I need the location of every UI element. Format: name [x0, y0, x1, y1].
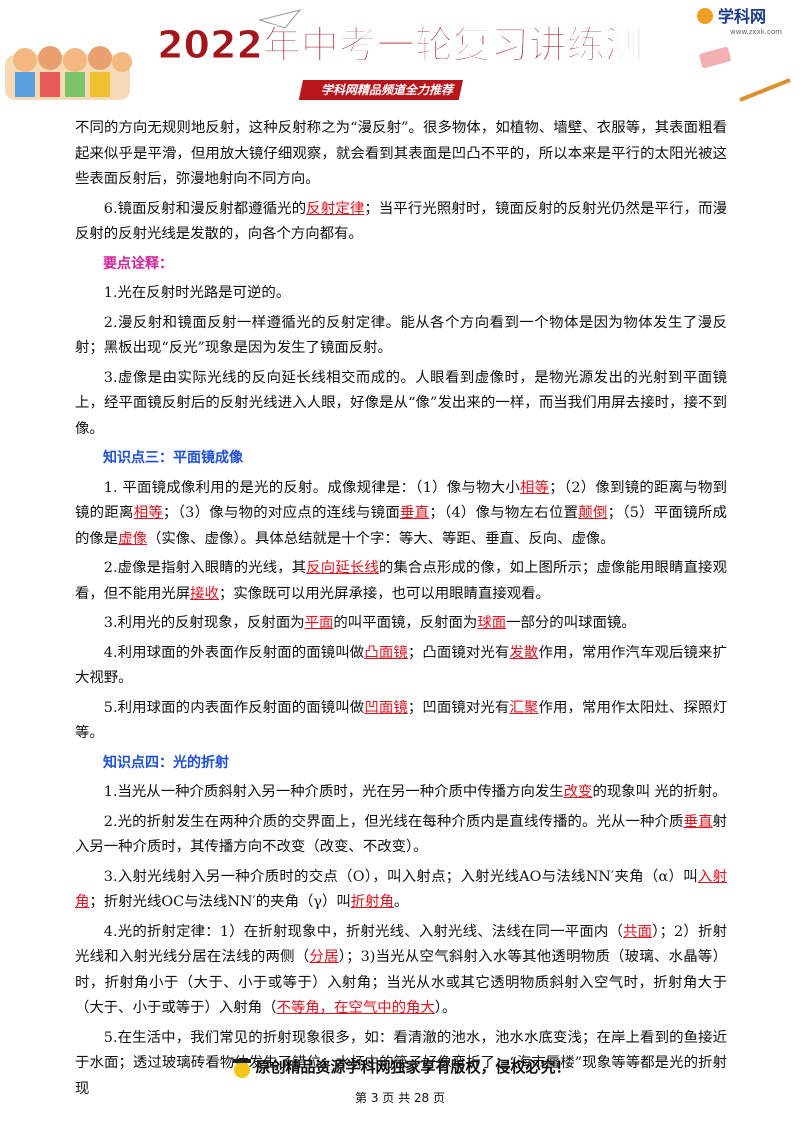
answer-text: 反射定律 [306, 200, 365, 217]
paragraph: 1.光在反射时光路是可逆的。 [75, 281, 727, 307]
answer-text: 凸面镜 [364, 644, 408, 661]
pencil [739, 78, 791, 102]
answer-text: 分居 [309, 949, 339, 965]
answer-text: 改变 [563, 784, 593, 800]
text-run: ；实像既可以用光屏承接，也可以用眼睛直接观看。 [218, 585, 550, 602]
text-run: ；（2）像到镜的距离与物到镜的距离 [75, 479, 727, 522]
paragraph: 6.镜面反射和漫反射都遵循光的反射定律；当平行光照射时，镜面反射的反射光仍然是平… [75, 197, 727, 248]
paragraph: 3.利用光的反射现象，反射面为平面的叫平面镜，反射面为球面一部分的叫球面镜。 [75, 611, 727, 637]
text-run: 2.光的折射发生在两种介质的交界面上，但光线在每种介质内是直线传播的。光从一种介… [103, 813, 684, 830]
text-run: 的叫平面镜，反射面为 [333, 615, 478, 631]
mascot-icon [233, 1058, 252, 1078]
text-run: 的集合点形成的像，如上图所示；虚像能用眼睛直接观看，但不能用光屏 [75, 560, 727, 602]
answer-text: 反向延长线 [306, 560, 379, 576]
text-run: 1.光在反射时光路是可逆的。 [103, 285, 291, 301]
answer-text: 垂直 [683, 813, 713, 830]
paragraph: 1. 平面镜成像利用的是光的反射。成像规律是：（1）像与物大小相等；（2）像到镜… [75, 476, 727, 553]
copyright-notice: 原创精品资源学科网独家享有版权，侵权必究！ [0, 1056, 800, 1079]
text-run: 5.利用球面的内表面作反射面的面镜叫做 [103, 699, 365, 716]
answer-text: 汇聚 [509, 699, 539, 716]
header: 2022年中考一轮复习讲练测 学科网精品频道全力推荐 学科网 www.zxxk.… [0, 0, 800, 110]
section-heading: 知识点三：平面镜成像 [103, 450, 243, 466]
text-run: ；折射光线OC与法线NN′的夹角（γ）叫 [89, 894, 351, 910]
text-run: 3.虚像是由实际光线的反向延长线相交而成的。人眼看到虚像时，是物光源发出的光射到… [75, 369, 727, 437]
text-run: ；当平行光照射时，镜面反射的反射光仍然是平行，而漫反射的反射光线是发散的，向各个… [75, 200, 727, 243]
logo-url: www.zxxk.com [730, 28, 782, 36]
text-run: 2.虚像是指射入眼睛的光线，其 [103, 560, 307, 576]
text-run: 3.利用光的反射现象，反射面为 [103, 615, 305, 631]
text-run: 4.利用球面的外表面作反射面的面镜叫做 [103, 644, 365, 661]
paragraph: 3.入射光线射入另一种介质时的交点（O），叫入射点；入射光线AO与法线NN′夹角… [75, 865, 727, 916]
header-title: 2022年中考一轮复习讲练测 [157, 23, 643, 67]
header-subtitle: 学科网精品频道全力推荐 [321, 83, 455, 97]
text-run: 2.漫反射和镜面反射一样遵循光的反射定律。能从各个方向看到一个物体是因为物体发生… [75, 314, 727, 357]
text-run: 一部分的叫球面镜。 [506, 615, 636, 631]
answer-text: 不等角，在空气中的角大 [276, 1000, 435, 1016]
text-run: 射入另一种介质时，其传播方向不改变（改变、不改变）。 [75, 813, 727, 856]
paragraph: 4.光的折射定律：1）在折射现象中，折射光线、入射光线、法线在同一平面内（共面）… [75, 920, 727, 1022]
answer-text: 相等 [133, 505, 164, 521]
text-run: ）；2）折射光线和入射光线分居在法线的两侧（ [75, 923, 727, 966]
paragraph: 2.虚像是指射入眼睛的光线，其反向延长线的集合点形成的像，如上图所示；虚像能用眼… [75, 556, 727, 607]
logo: 学科网 [718, 7, 766, 26]
text-run: 1.当光从一种介质斜射入另一种介质时，光在另一种介质中传播方向发生 [103, 784, 564, 800]
text-run: 作用，常用作汽车观后镜来扩大视野。 [75, 644, 727, 687]
paragraph: 2.漫反射和镜面反射一样遵循光的反射定律。能从各个方向看到一个物体是因为物体发生… [75, 311, 727, 362]
answer-text: 入射角 [75, 868, 727, 911]
answer-text: 共面 [623, 923, 653, 940]
page-number: 第 3 页 共 28 页 [355, 1090, 445, 1105]
text-run: 1. 平面镜成像利用的是光的反射。成像规律是：（1）像与物大小 [103, 479, 520, 496]
answer-text: 接收 [190, 585, 219, 602]
text-run: ；凹面镜对光有 [407, 699, 510, 716]
text-run: ）。 [434, 1000, 457, 1016]
answer-text: 颠倒 [578, 505, 608, 521]
kids-illustration [5, 46, 132, 100]
text-run: （实像、虚像）。具体总结就是十个字：等大、等距、垂直、反向、虚像。 [146, 530, 615, 547]
paragraph: 不同的方向无规则地反射，这种反射称之为“漫反射”。很多物体，如植物、墙壁、衣服等… [75, 116, 727, 193]
text-run: 不同的方向无规则地反射，这种反射称之为“漫反射”。很多物体，如植物、墙壁、衣服等… [75, 120, 727, 187]
text-run: 作用，常用作太阳灶、探照灯等。 [75, 699, 727, 742]
text-run: 6.镜面反射和漫反射都遵循光的 [103, 200, 307, 217]
paragraph: 4.利用球面的外表面作反射面的面镜叫做凸面镜；凸面镜对光有发散作用，常用作汽车观… [75, 641, 727, 692]
footer: 原创精品资源学科网独家享有版权，侵权必究！ 第 3 页 共 28 页 [0, 1056, 800, 1106]
text-run: ；凸面镜对光有 [407, 644, 510, 661]
text-run: ）；3)当光从空气斜射入水等其他透明物质（玻璃、水晶等）时，折射角小于（大于、小… [75, 949, 727, 1016]
content: 不同的方向无规则地反射，这种反射称之为“漫反射”。很多物体，如植物、墙壁、衣服等… [75, 116, 727, 1106]
answer-text: 虚像 [118, 530, 147, 547]
notice-text: 原创精品资源学科网独家享有版权，侵权必究！ [255, 1058, 571, 1076]
paper-plane [258, 9, 302, 29]
answer-text: 球面 [477, 615, 507, 631]
paragraph: 2.光的折射发生在两种介质的交界面上，但光线在每种介质内是直线传播的。光从一种介… [75, 810, 727, 861]
answer-text: 凹面镜 [364, 699, 408, 716]
section-heading: 知识点四：光的折射 [103, 754, 229, 771]
answer-text: 平面 [304, 615, 334, 631]
answer-text: 折射角 [350, 894, 394, 910]
answer-text: 相等 [519, 479, 550, 496]
subtitle-bg [298, 80, 463, 100]
text-run: 4.光的折射定律：1）在折射现象中，折射光线、入射光线、法线在同一平面内（ [103, 923, 624, 940]
section-heading: 要点诠释： [103, 255, 173, 272]
text-run: ；（3）像与物的对应点的连线与镜面 [163, 505, 400, 521]
text-run: 。 [393, 894, 409, 910]
answer-text: 垂直 [400, 505, 430, 521]
answer-text: 发散 [509, 644, 539, 661]
logo-icon [697, 8, 713, 24]
paragraph: 5.利用球面的内表面作反射面的面镜叫做凹面镜；凹面镜对光有汇聚作用，常用作太阳灶… [75, 696, 727, 747]
paragraph: 1.当光从一种介质斜射入另一种介质时，光在另一种介质中传播方向发生改变的现象叫 … [75, 780, 727, 806]
text-run: ；（5）平面镜所成的像是 [75, 505, 727, 547]
text-run: 的现象叫 光的折射。 [592, 784, 727, 800]
text-run: 3.入射光线射入另一种介质时的交点（O），叫入射点；入射光线AO与法线NN′夹角… [103, 868, 698, 885]
eraser [699, 47, 731, 68]
text-run: ；（4）像与物左右位置 [429, 505, 579, 521]
paragraph: 3.虚像是由实际光线的反向延长线相交而成的。人眼看到虚像时，是物光源发出的光射到… [75, 366, 727, 443]
